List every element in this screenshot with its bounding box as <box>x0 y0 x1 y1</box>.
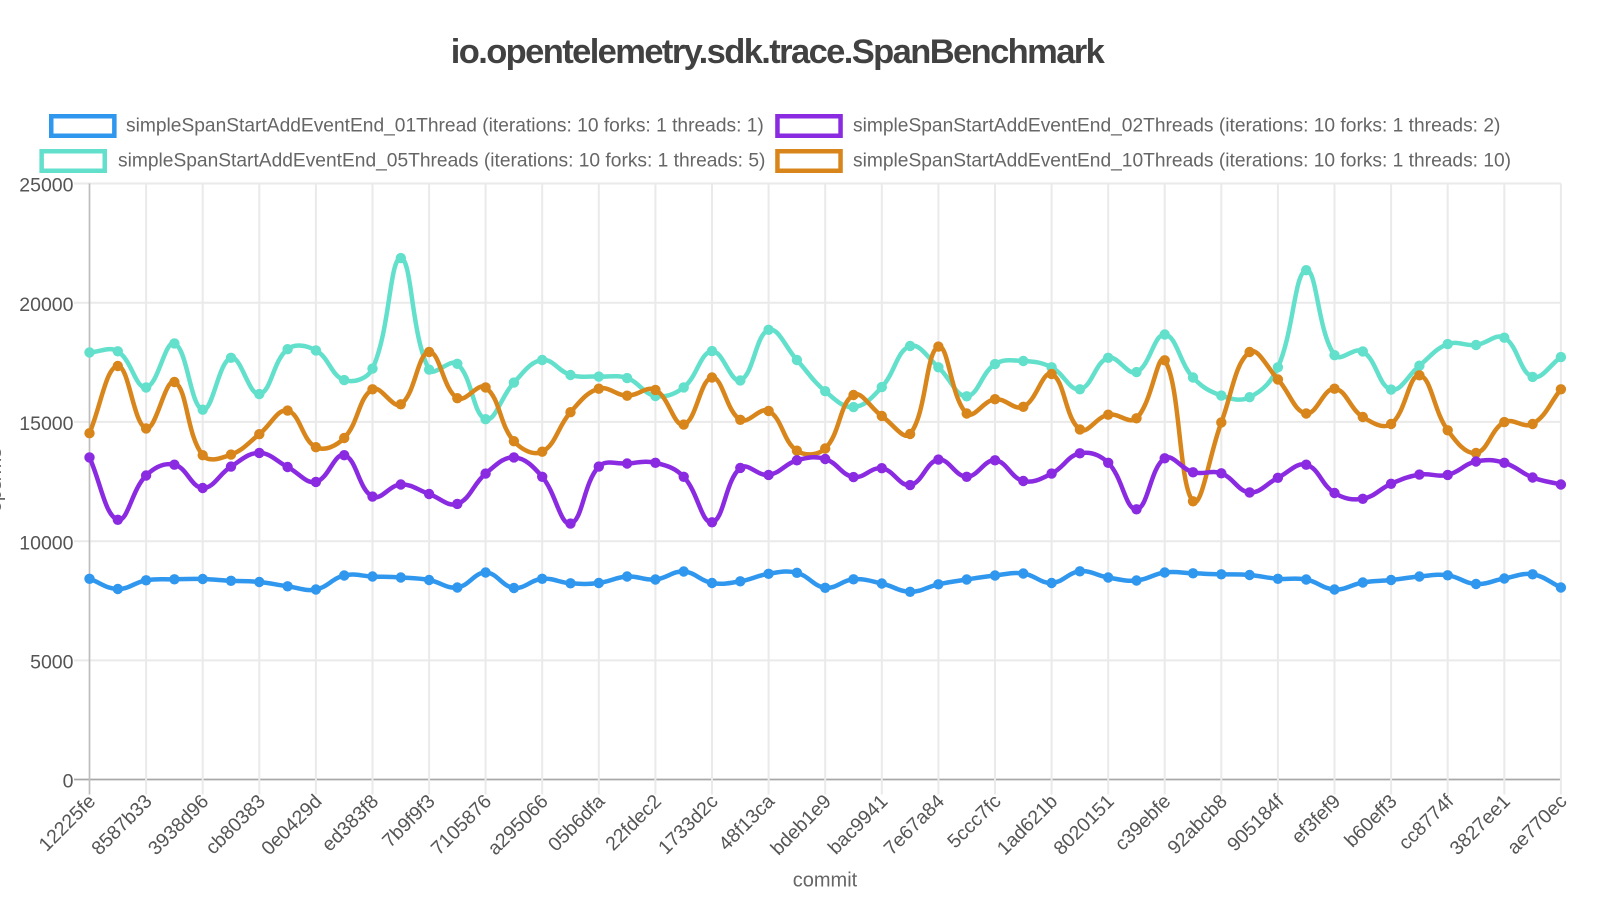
svg-text:10000: 10000 <box>19 532 73 554</box>
svg-text:simpleSpanStartAddEventEnd_05T: simpleSpanStartAddEventEnd_05Threads (it… <box>118 151 765 172</box>
svg-text:commit: commit <box>793 870 858 892</box>
svg-text:25000: 25000 <box>19 175 73 197</box>
svg-text:simpleSpanStartAddEventEnd_10T: simpleSpanStartAddEventEnd_10Threads (it… <box>853 151 1511 172</box>
svg-text:15000: 15000 <box>19 413 73 435</box>
svg-text:simpleSpanStartAddEventEnd_01T: simpleSpanStartAddEventEnd_01Thread (ite… <box>126 116 764 137</box>
svg-text:5000: 5000 <box>30 652 74 674</box>
svg-text:20000: 20000 <box>19 294 73 316</box>
svg-text:0: 0 <box>63 771 74 793</box>
svg-text:simpleSpanStartAddEventEnd_02T: simpleSpanStartAddEventEnd_02Threads (it… <box>853 116 1500 137</box>
svg-text:io.opentelemetry.sdk.trace.Spa: io.opentelemetry.sdk.trace.SpanBenchmark <box>451 33 1106 71</box>
svg-text:ops/ms: ops/ms <box>0 448 6 512</box>
